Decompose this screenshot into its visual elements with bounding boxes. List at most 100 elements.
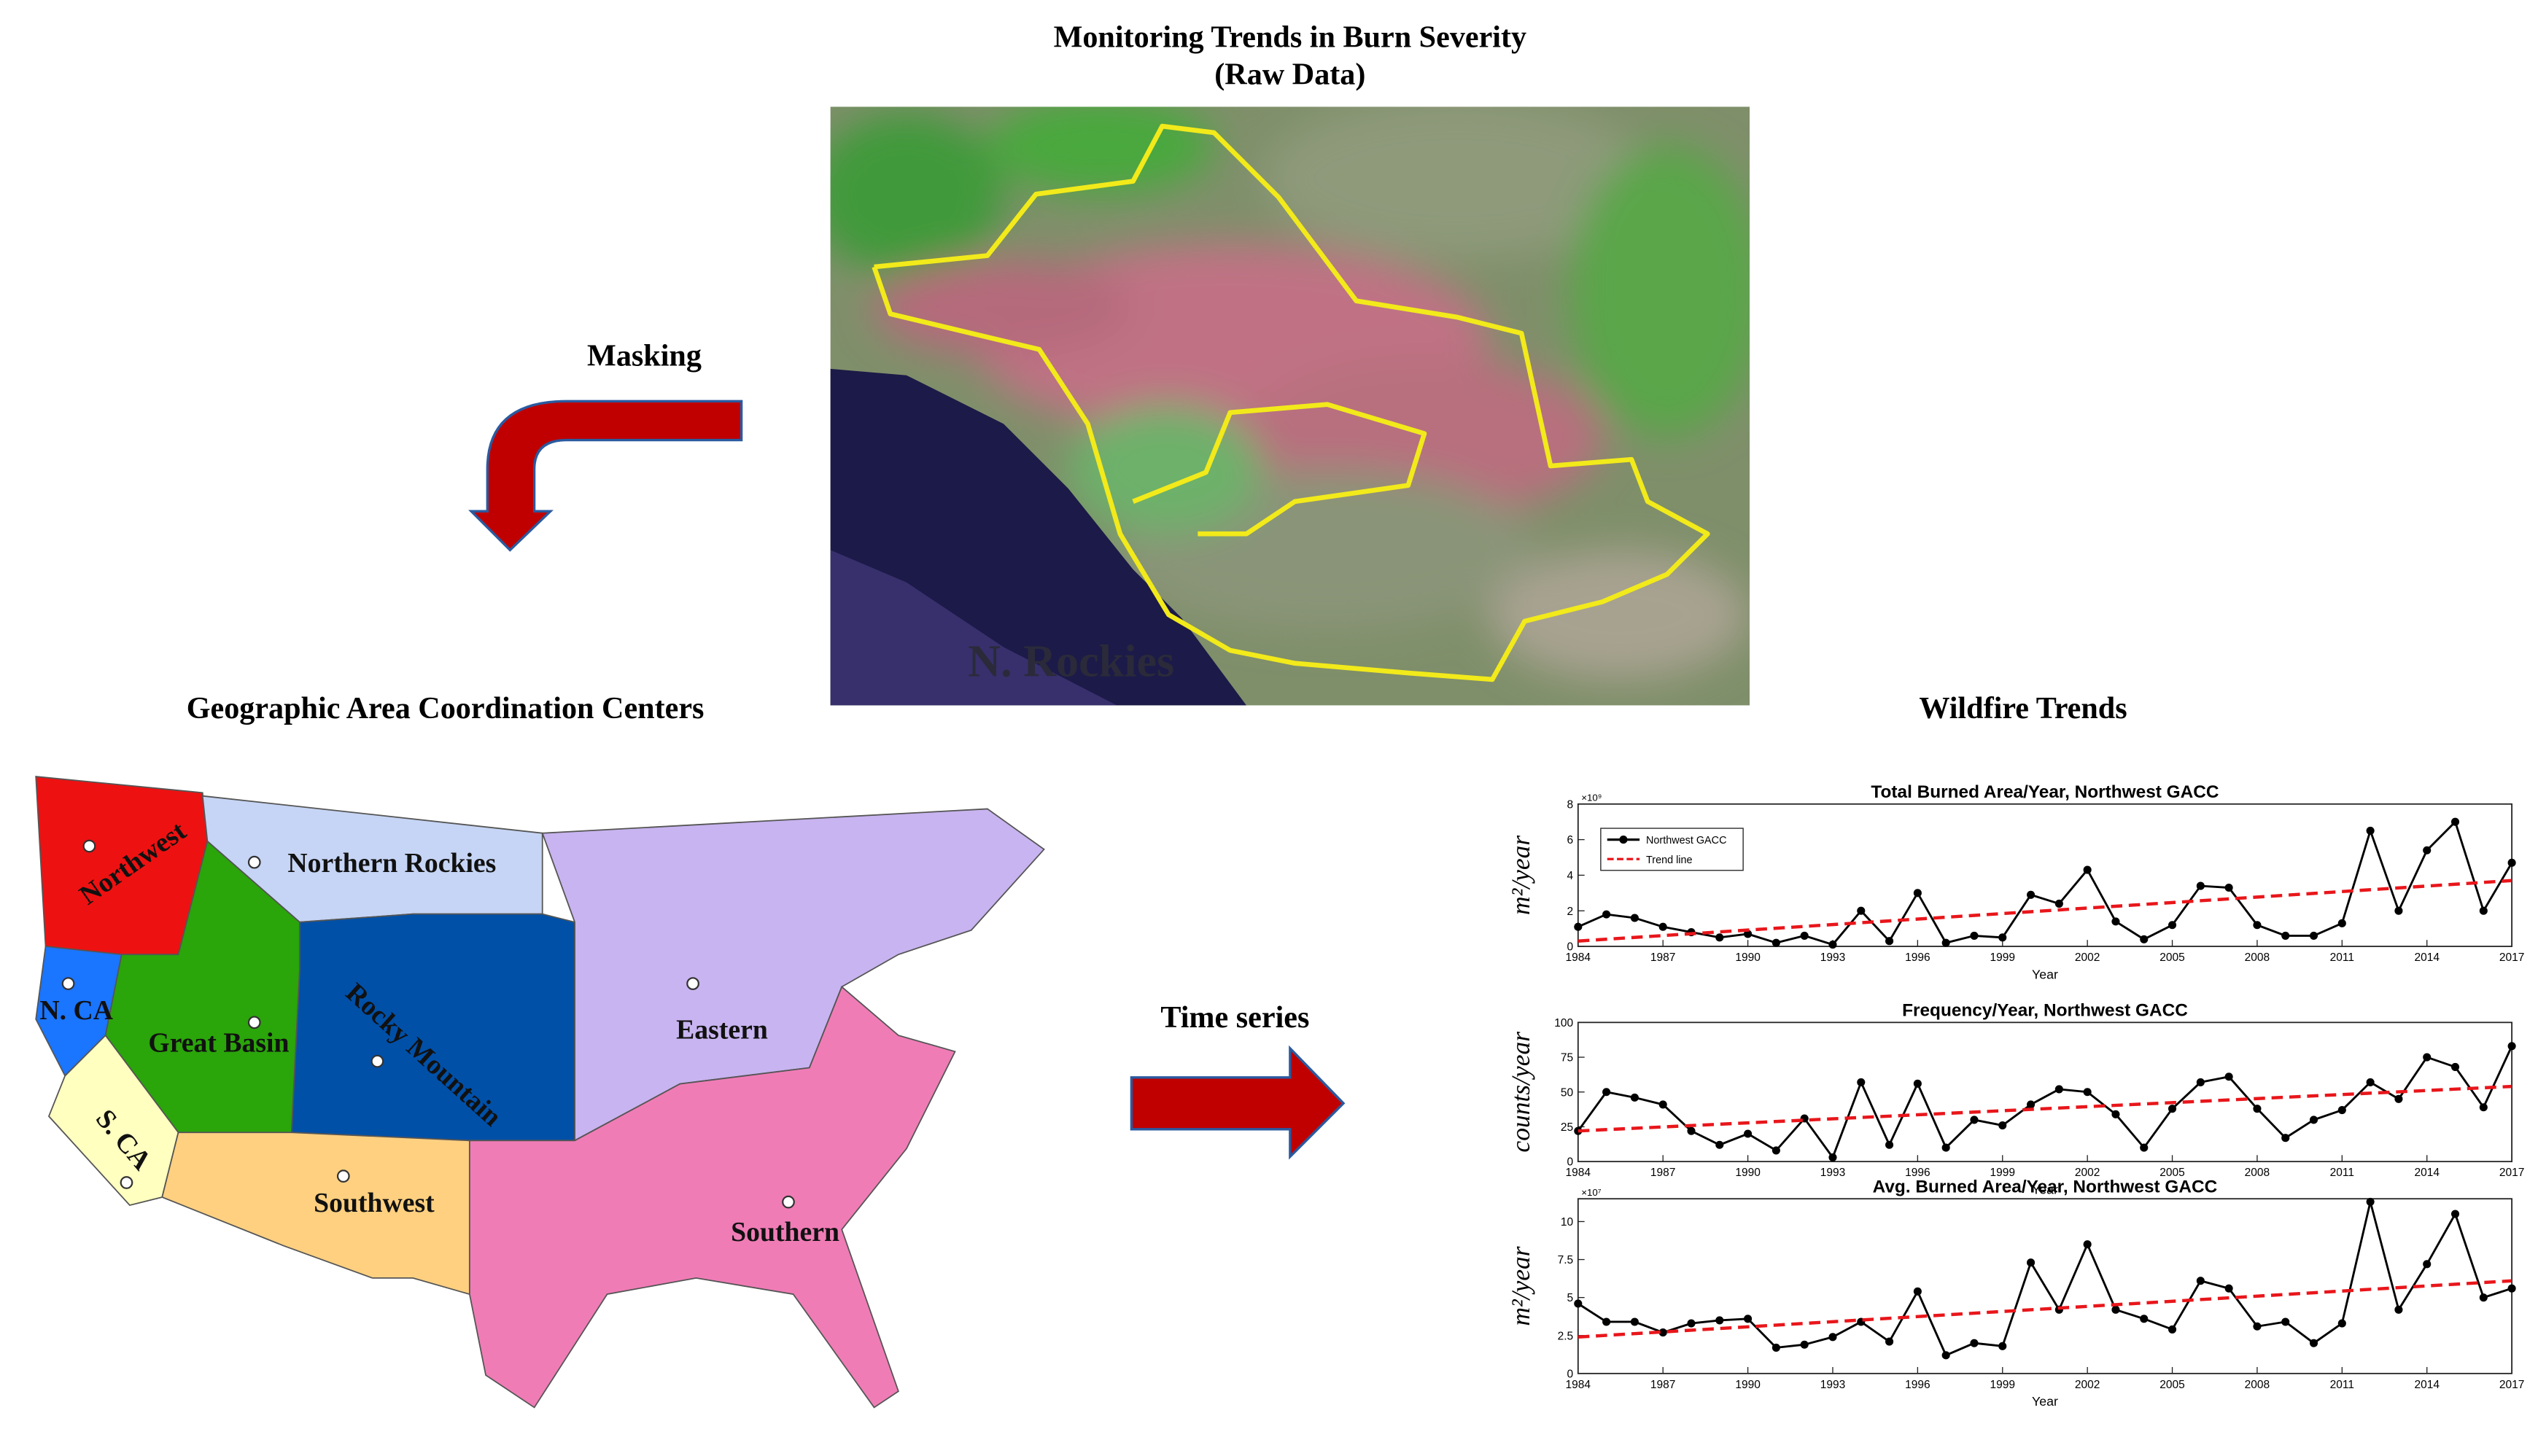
image-title: Monitoring Trends in Burn Severity xyxy=(1054,20,1527,54)
x-axis-label: Year xyxy=(2032,967,2058,981)
y-tick-label: 100 xyxy=(1554,1017,1573,1029)
x-tick-label: 2014 xyxy=(2414,1379,2440,1391)
region-label: Southwest xyxy=(314,1188,435,1218)
data-point xyxy=(2394,1305,2403,1314)
data-point xyxy=(2450,1210,2460,1218)
data-point xyxy=(1998,1121,2007,1130)
data-point xyxy=(2054,1085,2063,1094)
series-line xyxy=(1577,1201,2512,1357)
data-point xyxy=(2394,1094,2403,1103)
y-tick-label: 2.5 xyxy=(1558,1330,1574,1342)
x-tick-label: 1993 xyxy=(1820,1379,1846,1391)
data-point xyxy=(1941,1143,1950,1152)
data-point xyxy=(1658,922,1667,931)
x-tick-label: 1987 xyxy=(1650,951,1676,964)
data-point xyxy=(1998,1342,2007,1350)
x-tick-label: 2017 xyxy=(2499,951,2525,964)
data-point xyxy=(2027,1100,2036,1109)
x-tick-label: 1996 xyxy=(1905,951,1930,964)
data-point xyxy=(1687,1319,1696,1328)
data-point xyxy=(2224,883,2233,892)
time-series-label: Time series xyxy=(1160,1000,1309,1035)
data-point xyxy=(1800,931,1809,940)
data-point xyxy=(1715,933,1724,942)
data-point xyxy=(1800,1340,1809,1349)
data-point xyxy=(1630,1093,1639,1102)
plot-frame xyxy=(1577,1021,2512,1163)
legend-box xyxy=(1600,828,1744,871)
y-tick-label: 2 xyxy=(1567,906,1574,918)
region-label: Northern Rockies xyxy=(287,848,496,879)
data-point xyxy=(1602,1088,1611,1097)
data-point xyxy=(2507,858,2516,867)
gacc-map xyxy=(35,776,1045,1409)
chart-title: Total Burned Area/Year, Northwest GACC xyxy=(1871,782,2219,802)
data-point xyxy=(2450,1062,2460,1071)
chart-title: Avg. Burned Area/Year, Northwest GACC xyxy=(1873,1177,2218,1196)
legend-marker xyxy=(1619,836,1628,844)
satellite-image: N. Rockies xyxy=(830,106,1750,706)
data-point xyxy=(1715,1316,1724,1325)
y-tick-label: 10 xyxy=(1561,1216,1574,1229)
x-tick-label: 1990 xyxy=(1735,951,1761,964)
x-tick-label: 1990 xyxy=(1735,1167,1761,1179)
data-point xyxy=(2423,1260,2432,1269)
x-tick-label: 1999 xyxy=(1990,1167,2015,1179)
data-point xyxy=(1687,1126,1696,1135)
x-tick-label: 1999 xyxy=(1990,951,2015,964)
data-point xyxy=(2337,919,2346,927)
data-point xyxy=(1941,1351,1950,1360)
chart-title: Frequency/Year, Northwest GACC xyxy=(1902,1000,2188,1020)
y-tick-label: 50 xyxy=(1561,1086,1574,1099)
data-point xyxy=(1857,906,1866,915)
x-tick-label: 1990 xyxy=(1735,1379,1761,1391)
data-point xyxy=(2083,865,2092,874)
data-point xyxy=(1602,910,1611,919)
region-southwest xyxy=(161,1132,470,1296)
data-point xyxy=(1913,1079,1922,1088)
y-tick-label: 8 xyxy=(1567,798,1574,811)
y-tick-label: 0 xyxy=(1567,1368,1574,1380)
data-point xyxy=(1630,914,1639,922)
image-label: N. Rockies xyxy=(968,636,1174,686)
data-point xyxy=(1913,1287,1922,1296)
map-title: Geographic Area Coordination Centers xyxy=(187,691,705,725)
x-tick-label: 2008 xyxy=(2245,1167,2270,1179)
x-tick-label: 2002 xyxy=(2075,1379,2100,1391)
data-point xyxy=(1828,1333,1837,1342)
x-tick-label: 2017 xyxy=(2499,1167,2525,1179)
line-chart: Avg. Burned Area/Year, Northwest GACC 0 2.… xyxy=(1506,1177,2524,1409)
data-point xyxy=(1913,889,1922,898)
x-tick-label: 2017 xyxy=(2499,1379,2525,1391)
data-point xyxy=(2281,931,2290,940)
x-tick-label: 2005 xyxy=(2159,1167,2185,1179)
series-line xyxy=(1577,1279,2512,1339)
data-point xyxy=(1970,1116,1979,1124)
y-multiplier: ×10⁹ xyxy=(1581,792,1602,803)
line-chart: Frequency/Year, Northwest GACC 0 25 50 75 100… xyxy=(1506,1000,2524,1196)
data-point xyxy=(1885,1140,1894,1149)
data-point xyxy=(2394,906,2403,915)
y-axis-label: m²/year xyxy=(1506,836,1535,915)
data-point xyxy=(2140,1315,2149,1323)
data-point xyxy=(2168,1105,2177,1113)
data-point xyxy=(1630,1317,1639,1326)
data-point xyxy=(2168,921,2177,930)
data-point xyxy=(2083,1240,2092,1249)
data-point xyxy=(2253,1322,2262,1331)
masking-label: Masking xyxy=(587,338,702,373)
data-point xyxy=(2507,1284,2516,1293)
y-axis-label: counts/year xyxy=(1506,1032,1535,1153)
data-point xyxy=(2309,1339,2318,1347)
region-label: Southern xyxy=(731,1217,839,1247)
y-tick-label: 0 xyxy=(1567,1156,1574,1169)
data-point xyxy=(1574,922,1583,931)
x-tick-label: 1984 xyxy=(1566,951,1591,964)
y-tick-label: 75 xyxy=(1561,1052,1573,1064)
data-point xyxy=(2027,1258,2036,1267)
x-tick-label: 1993 xyxy=(1820,1167,1846,1179)
x-tick-label: 1984 xyxy=(1566,1167,1591,1179)
data-point xyxy=(2479,1103,2488,1112)
series-line xyxy=(1577,879,2512,943)
data-point xyxy=(1715,1140,1724,1149)
